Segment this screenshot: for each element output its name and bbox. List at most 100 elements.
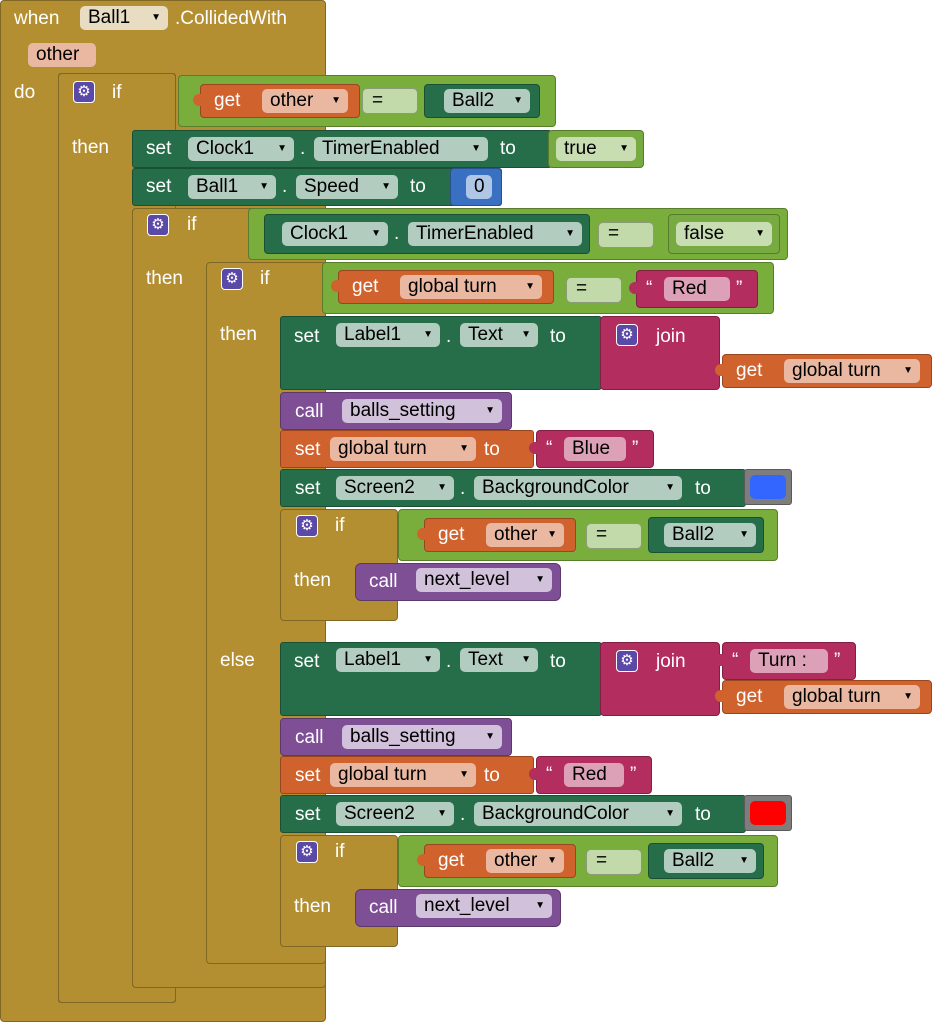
dropdown-arrow-icon[interactable]: ▼ (739, 529, 749, 540)
call4-procedure-dropdown[interactable]: next_level ▼ (416, 894, 552, 918)
set2-kw: set (146, 176, 172, 197)
set3-property-dropdown[interactable]: Text ▼ (460, 323, 538, 347)
join1-get-turn-dropdown[interactable]: global turn ▼ (784, 359, 920, 383)
if2-property-dropdown[interactable]: TimerEnabled ▼ (408, 222, 582, 246)
cond1-ball2-dropdown[interactable]: Ball2 ▼ (444, 89, 530, 113)
join1-get-turn-plug (715, 364, 729, 376)
set2-component-dropdown[interactable]: Ball1 ▼ (188, 175, 276, 199)
join1-gear-icon[interactable]: ⚙ (616, 324, 638, 346)
dropdown-arrow-icon[interactable]: ▼ (535, 900, 545, 911)
dropdown-arrow-icon[interactable]: ▼ (755, 228, 765, 239)
set8-property-dropdown-label: BackgroundColor (482, 803, 629, 824)
if2-gear-icon[interactable]: ⚙ (147, 214, 169, 236)
dropdown-arrow-icon[interactable]: ▼ (619, 143, 629, 154)
set2-property-dropdown[interactable]: Speed ▼ (296, 175, 398, 199)
dropdown-arrow-icon[interactable]: ▼ (535, 574, 545, 585)
event-param-other[interactable]: other (28, 43, 96, 67)
dropdown-arrow-icon[interactable]: ▼ (665, 808, 675, 819)
join2-kw: join (656, 651, 686, 672)
set8-kw: set (295, 804, 321, 825)
dropdown-arrow-icon[interactable]: ▼ (521, 329, 531, 340)
dropdown-arrow-icon[interactable]: ▼ (903, 691, 913, 702)
dropdown-arrow-icon[interactable]: ▼ (485, 405, 495, 416)
dropdown-arrow-icon[interactable]: ▼ (459, 769, 469, 780)
dropdown-arrow-icon[interactable]: ▼ (525, 281, 535, 292)
join2-get-turn-dropdown[interactable]: global turn ▼ (784, 685, 920, 709)
cond1-eq[interactable] (362, 88, 418, 114)
set3-component-dropdown[interactable]: Label1 ▼ (336, 323, 440, 347)
dropdown-arrow-icon[interactable]: ▼ (331, 95, 341, 106)
if4-gear-icon[interactable]: ⚙ (296, 515, 318, 537)
dropdown-arrow-icon[interactable]: ▼ (423, 654, 433, 665)
dropdown-arrow-icon[interactable]: ▼ (371, 228, 381, 239)
call3-procedure-dropdown-label: balls_setting (350, 726, 456, 747)
red-color-swatch[interactable] (750, 801, 786, 825)
if3-kw: if (260, 268, 270, 289)
cond4-eq[interactable] (586, 523, 642, 549)
cond3-text-red-value[interactable]: Red (664, 277, 730, 301)
cond2-eq[interactable] (598, 222, 654, 248)
cond1-get-other-dropdown[interactable]: other ▼ (262, 89, 348, 113)
set4-text-blue-value[interactable]: Blue (564, 437, 626, 461)
event-component-dropdown[interactable]: Ball1 ▼ (80, 6, 168, 30)
set1-property-dropdown[interactable]: TimerEnabled ▼ (314, 137, 488, 161)
set8-component-dropdown[interactable]: Screen2 ▼ (336, 802, 454, 826)
dropdown-arrow-icon[interactable]: ▼ (277, 143, 287, 154)
cond1-get-other-dropdown-label: other (270, 90, 314, 111)
cond5-get-other-dropdown[interactable]: other ▼ (486, 849, 564, 873)
dropdown-arrow-icon[interactable]: ▼ (151, 12, 161, 23)
dropdown-arrow-icon[interactable]: ▼ (565, 228, 575, 239)
set7-text-red[interactable] (536, 756, 652, 794)
dropdown-arrow-icon[interactable]: ▼ (381, 181, 391, 192)
false-dropdown[interactable]: false ▼ (676, 222, 772, 246)
dropdown-arrow-icon[interactable]: ▼ (423, 329, 433, 340)
dropdown-arrow-icon[interactable]: ▼ (437, 482, 447, 493)
if3-then-kw: then (220, 324, 257, 345)
blue-color-swatch[interactable] (750, 475, 786, 499)
dropdown-arrow-icon[interactable]: ▼ (437, 808, 447, 819)
number-zero[interactable]: 0 (466, 175, 492, 199)
true-dropdown[interactable]: true ▼ (556, 137, 636, 161)
call1-procedure-dropdown[interactable]: balls_setting ▼ (342, 399, 502, 423)
set6-component-dropdown[interactable]: Label1 ▼ (336, 648, 440, 672)
dropdown-arrow-icon[interactable]: ▼ (521, 654, 531, 665)
call4-procedure-dropdown-label: next_level (424, 895, 510, 916)
cond4-get-other-plug (417, 528, 431, 540)
dropdown-arrow-icon[interactable]: ▼ (471, 143, 481, 154)
if2-component-dropdown[interactable]: Clock1 ▼ (282, 222, 388, 246)
call1-procedure-dropdown-label: balls_setting (350, 400, 456, 421)
cond5-eq[interactable] (586, 849, 642, 875)
cond3-get-turn-dropdown[interactable]: global turn ▼ (400, 275, 542, 299)
set4-variable-dropdown[interactable]: global turn ▼ (330, 437, 476, 461)
dropdown-arrow-icon[interactable]: ▼ (547, 529, 557, 540)
cond5-ball2-dropdown[interactable]: Ball2 ▼ (664, 849, 756, 873)
if1-gear-icon[interactable]: ⚙ (73, 81, 95, 103)
dropdown-arrow-icon[interactable]: ▼ (903, 365, 913, 376)
dropdown-arrow-icon[interactable]: ▼ (459, 443, 469, 454)
set-label1-text-1[interactable] (280, 316, 602, 390)
set8-property-dropdown[interactable]: BackgroundColor ▼ (474, 802, 682, 826)
set6-kw: set (294, 651, 320, 672)
set2-component-dropdown-label: Ball1 (196, 176, 239, 197)
cond4-ball2-dropdown[interactable]: Ball2 ▼ (664, 523, 756, 547)
set1-component-dropdown[interactable]: Clock1 ▼ (188, 137, 294, 161)
set5-property-dropdown[interactable]: BackgroundColor ▼ (474, 476, 682, 500)
call3-procedure-dropdown[interactable]: balls_setting ▼ (342, 725, 502, 749)
if3-gear-icon[interactable]: ⚙ (221, 268, 243, 290)
set7-variable-dropdown[interactable]: global turn ▼ (330, 763, 476, 787)
dropdown-arrow-icon[interactable]: ▼ (259, 181, 269, 192)
dropdown-arrow-icon[interactable]: ▼ (547, 855, 557, 866)
set7-text-red-value[interactable]: Red (564, 763, 624, 787)
join2-gear-icon[interactable]: ⚙ (616, 650, 638, 672)
if5-gear-icon[interactable]: ⚙ (296, 841, 318, 863)
call2-procedure-dropdown[interactable]: next_level ▼ (416, 568, 552, 592)
dropdown-arrow-icon[interactable]: ▼ (665, 482, 675, 493)
join2-text-turn-value[interactable]: Turn : (750, 649, 828, 673)
dropdown-arrow-icon[interactable]: ▼ (485, 731, 495, 742)
dropdown-arrow-icon[interactable]: ▼ (513, 95, 523, 106)
cond3-eq[interactable] (566, 277, 622, 303)
dropdown-arrow-icon[interactable]: ▼ (739, 855, 749, 866)
cond4-get-other-dropdown[interactable]: other ▼ (486, 523, 564, 547)
set5-component-dropdown[interactable]: Screen2 ▼ (336, 476, 454, 500)
set6-property-dropdown[interactable]: Text ▼ (460, 648, 538, 672)
